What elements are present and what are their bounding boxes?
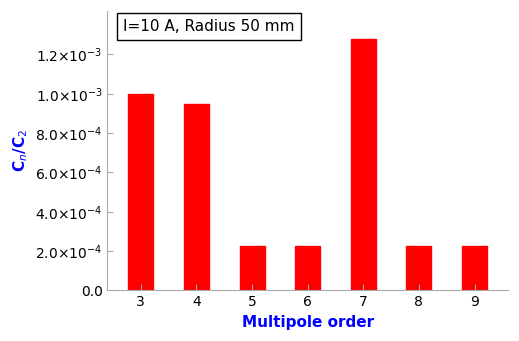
Bar (239, 246, 265, 291)
Bar (351, 39, 376, 291)
Bar (406, 246, 431, 291)
Text: I=10 A, Radius 50 mm: I=10 A, Radius 50 mm (124, 19, 295, 34)
X-axis label: Multipole order: Multipole order (241, 315, 374, 330)
Y-axis label: C$_n$/C$_2$: C$_n$/C$_2$ (11, 129, 30, 172)
Bar (462, 246, 487, 291)
Bar (128, 94, 153, 291)
Bar (184, 104, 209, 291)
Bar (295, 246, 320, 291)
